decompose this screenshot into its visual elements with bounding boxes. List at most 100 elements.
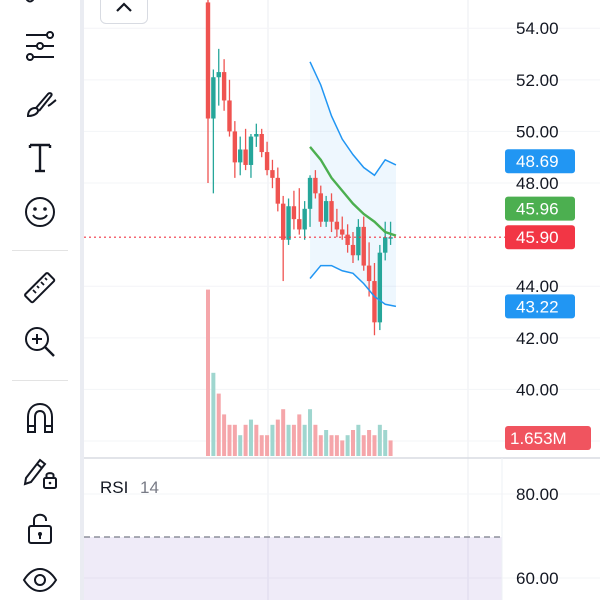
candle-body: [334, 221, 340, 230]
lower-band-line: [309, 264, 397, 308]
candle-body: [372, 281, 377, 323]
rsi-axis-label: 60.00: [516, 569, 559, 588]
candle: [297, 188, 302, 235]
candle: [302, 201, 307, 240]
volume-bar: [243, 424, 248, 456]
candle: [350, 232, 356, 263]
rsi-pane: RSI 14: [84, 457, 600, 600]
price-axis-label: 54.00: [516, 19, 559, 38]
candle-body: [307, 177, 313, 209]
volume-bar: [232, 424, 237, 456]
lock-drawings-tool[interactable]: [14, 450, 66, 494]
trend-line-tool-icon: [25, 0, 35, 3]
candle: [275, 167, 281, 212]
price-axis-label: 40.00: [516, 380, 559, 399]
collapse-button[interactable]: [100, 0, 148, 24]
candle-body: [280, 203, 286, 240]
zoom-in-tool[interactable]: [14, 320, 66, 364]
upper-band-badge: 48.69: [505, 149, 575, 174]
moving-average-line: [309, 146, 397, 237]
candle-body: [329, 201, 334, 222]
ruler-measure-icon: [24, 272, 56, 304]
volume-bar: [281, 409, 286, 456]
candle: [286, 198, 291, 245]
candle: [291, 190, 297, 230]
unlock-icon: [28, 513, 52, 544]
zoom-in-icon: [25, 327, 55, 357]
candle: [227, 79, 232, 137]
fib-retracement-tool[interactable]: [14, 24, 66, 68]
candle: [264, 141, 270, 176]
volume-bars: [206, 289, 393, 456]
volume-bar: [318, 435, 323, 456]
lock-drawings-icon: [23, 458, 57, 489]
brush-tool-icon: [26, 92, 57, 118]
volume-bar: [302, 424, 307, 456]
candle: [280, 195, 286, 282]
candle-body: [291, 206, 297, 220]
lower-band-badge-text: 43.22: [516, 297, 559, 316]
volume-bar: [350, 430, 355, 456]
candle: [238, 136, 243, 176]
candle-body: [340, 229, 345, 235]
candle-body: [227, 100, 232, 132]
trend-line-tool[interactable]: [14, 0, 66, 26]
volume-bar: [211, 372, 216, 456]
toolbar-separator: [12, 250, 68, 251]
candle: [254, 123, 259, 147]
candle-body: [318, 193, 323, 222]
ruler-measure-tool[interactable]: [14, 266, 66, 310]
price-axis-label: 44.00: [516, 277, 559, 296]
candle: [361, 216, 366, 271]
candle: [377, 244, 383, 331]
candle-body: [270, 170, 275, 178]
text-tool[interactable]: [14, 136, 66, 180]
volume-bar: [275, 419, 280, 456]
candle-body: [302, 208, 307, 230]
candle-body: [205, 2, 211, 119]
candle: [211, 69, 216, 194]
candle-body: [248, 136, 254, 165]
volume-bar: [291, 424, 296, 456]
candle-body: [211, 77, 216, 119]
brush-tool[interactable]: [14, 82, 66, 126]
volume-bar: [388, 440, 393, 456]
volume-bar: [216, 393, 221, 456]
volume-bar: [265, 435, 270, 456]
eye-visibility-tool[interactable]: [14, 558, 66, 602]
magnet-tool[interactable]: [14, 396, 66, 440]
emoji-tool[interactable]: [14, 190, 66, 234]
candle-body: [259, 134, 264, 153]
toolbar-separator: [12, 380, 68, 381]
overlay-lines: [84, 61, 552, 308]
candle-body: [377, 252, 383, 323]
last-price-badge-text: 45.90: [516, 228, 559, 247]
rsi-title: RSI: [100, 478, 128, 497]
volume-bar: [286, 424, 291, 456]
volume-bar: [329, 435, 334, 456]
candle-body: [221, 72, 227, 101]
price-axis-label: 52.00: [516, 71, 559, 90]
candle: [313, 170, 318, 199]
last-price-badge-bg: [505, 225, 575, 250]
unlock-tool[interactable]: [14, 506, 66, 550]
candle: [323, 195, 329, 227]
candle-body: [323, 201, 329, 222]
band-fill: [310, 61, 396, 307]
price-axis-label: 42.00: [516, 329, 559, 348]
candle-body: [238, 149, 243, 163]
lower-band-badge-bg: [505, 294, 575, 319]
volume-badge: 1.653M: [505, 426, 591, 450]
candle: [270, 159, 275, 189]
candle-body: [254, 134, 259, 137]
candle-body: [366, 265, 372, 282]
upper-band-badge-text: 48.69: [516, 152, 559, 171]
candle: [345, 224, 350, 253]
candle-body: [356, 226, 361, 256]
price-chart[interactable]: 54.0052.0050.0048.0044.0042.0040.0038.00…: [84, 0, 600, 600]
magnet-icon: [27, 402, 53, 433]
candle: [329, 193, 334, 233]
candle: [248, 134, 254, 178]
candle-body: [313, 177, 318, 194]
volume-bar: [254, 424, 259, 456]
